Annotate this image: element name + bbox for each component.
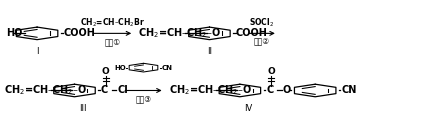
Text: 反应②: 反应② — [254, 37, 270, 46]
Text: Cl: Cl — [117, 86, 128, 95]
Text: COOH: COOH — [63, 28, 95, 38]
Text: O: O — [283, 86, 291, 95]
Text: 反应③: 反应③ — [135, 94, 152, 103]
Text: CN: CN — [161, 65, 172, 71]
Text: SOCl$_2$: SOCl$_2$ — [249, 17, 275, 29]
Text: CH$_2$=CH–CH$_2$–O: CH$_2$=CH–CH$_2$–O — [138, 26, 222, 40]
Text: CH$_2$=CH–CH$_2$–O: CH$_2$=CH–CH$_2$–O — [4, 84, 87, 97]
Text: II: II — [207, 47, 212, 56]
Text: 反应①: 反应① — [104, 37, 120, 46]
Text: O: O — [102, 67, 110, 76]
Text: CH$_2$=CH–CH$_2$Br: CH$_2$=CH–CH$_2$Br — [80, 17, 145, 29]
Text: HO: HO — [114, 65, 126, 71]
Text: CH$_2$=CH–CH$_2$–O: CH$_2$=CH–CH$_2$–O — [169, 84, 252, 97]
Text: I: I — [36, 47, 39, 56]
Text: C: C — [266, 86, 273, 95]
Text: III: III — [79, 104, 87, 113]
Text: IV: IV — [244, 104, 253, 113]
Text: COOH: COOH — [236, 28, 268, 38]
Text: C: C — [101, 86, 108, 95]
Text: CN: CN — [341, 86, 357, 95]
Text: O: O — [267, 67, 275, 76]
Text: HO: HO — [7, 28, 23, 38]
